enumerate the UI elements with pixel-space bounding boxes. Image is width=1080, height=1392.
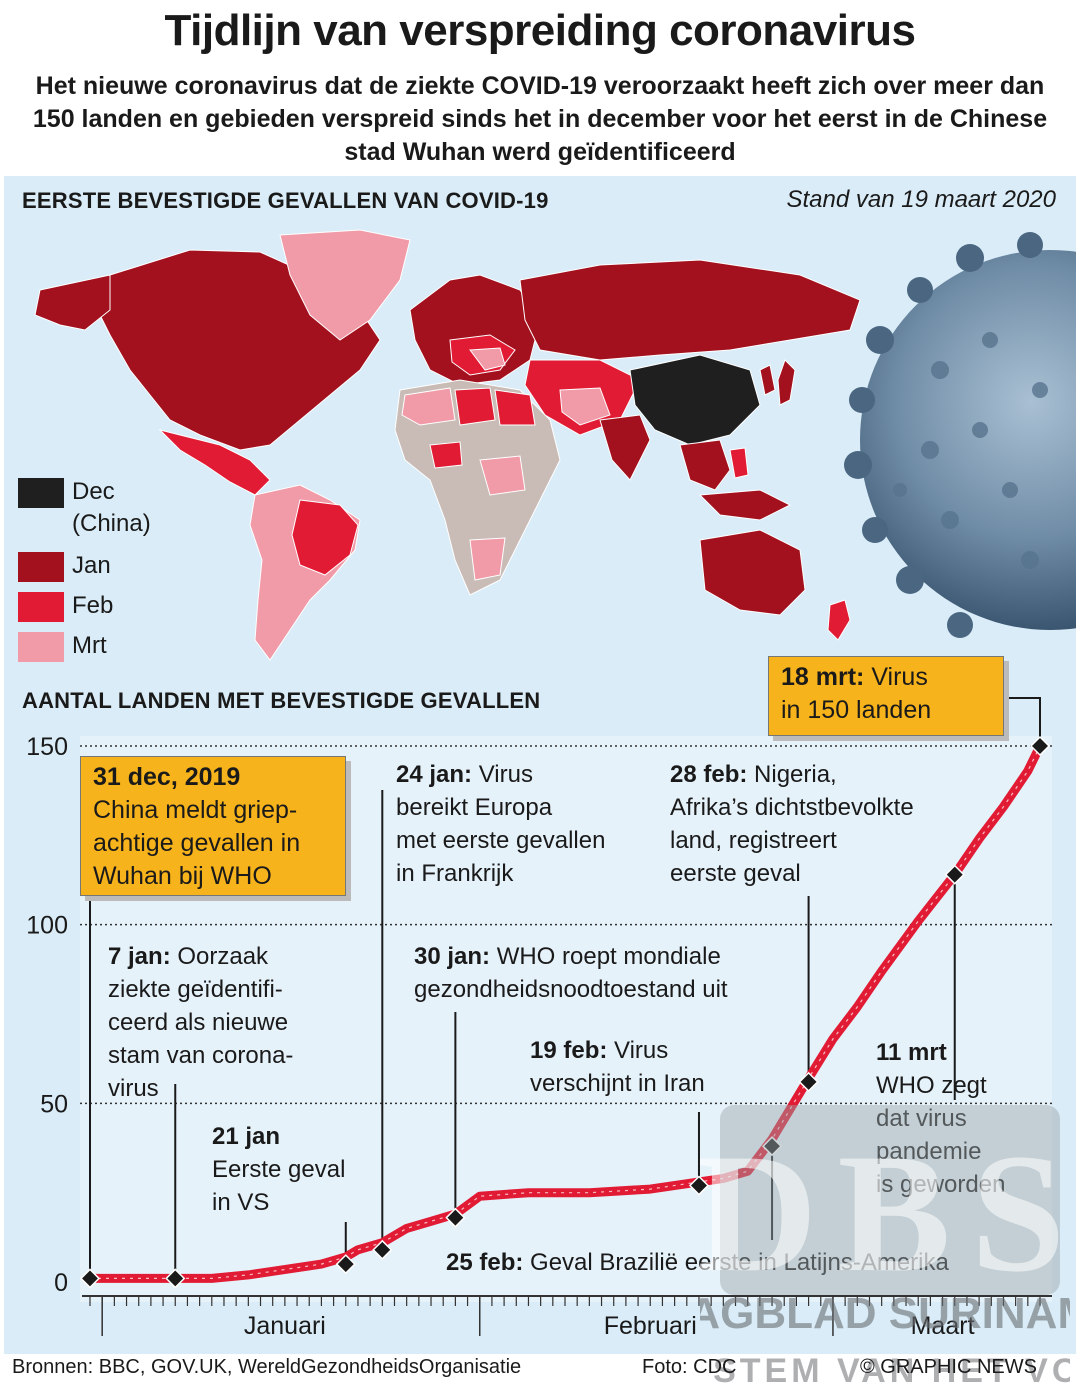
y-tick-label: 100	[26, 912, 68, 940]
y-tick-label: 0	[54, 1269, 68, 1297]
legend-label-jan: Jan	[72, 552, 111, 579]
page-title: Tijdlijn van verspreiding coronavirus	[164, 6, 916, 55]
annotation-feb25-date: 25 feb:	[446, 1249, 524, 1276]
world-map	[34, 229, 861, 661]
annotation-jan24-date: 24 jan:	[396, 761, 473, 788]
annotation-mar18-text: Virus in 150 landen	[781, 663, 932, 724]
annotation-jan30: 30 jan: WHO roept mondiale gezondheidsno…	[414, 940, 728, 1006]
annotation-jan24: 24 jan: Virus bereikt Europa met eerste …	[396, 758, 605, 890]
annotation-mar11-text: WHO zegt dat virus pandemie is geworden	[876, 1072, 1006, 1198]
y-tick-label: 50	[40, 1090, 68, 1118]
watermark-line2: DE STEM VAN HET VOLK	[700, 1352, 1070, 1390]
legend-item-dec: Dec (China)	[18, 476, 151, 540]
virus-illustration	[844, 232, 1076, 638]
event-marker	[165, 1268, 186, 1289]
annotation-dec31-text: China meldt griep- achtige gevallen in W…	[93, 796, 301, 890]
annotation-mar18-date: 18 mrt:	[781, 663, 865, 691]
event-marker	[798, 1071, 819, 1092]
map-brazil	[291, 499, 359, 576]
event-marker	[944, 864, 965, 885]
annotation-jan21: 21 jan Eerste geval in VS	[212, 1120, 345, 1219]
map-greenland	[279, 229, 411, 341]
annotation-jan21-text: Eerste geval in VS	[212, 1156, 346, 1216]
map-australia	[699, 529, 806, 616]
event-marker	[372, 1239, 393, 1260]
chart-title: AANTAL LANDEN MET BEVESTIGDE GEVALLEN	[22, 688, 541, 713]
event-marker	[335, 1254, 356, 1275]
legend-item-feb: Feb	[18, 590, 113, 622]
annotation-feb28: 28 feb: Nigeria, Afrika’s dichtstbevolkt…	[670, 758, 914, 890]
annotation-feb25: 25 feb: Geval Brazilië eerste in Latijns…	[446, 1246, 949, 1279]
legend-label-feb: Feb	[72, 592, 114, 619]
watermark-logo: DBS	[700, 1119, 1070, 1307]
legend-swatch-jan	[18, 552, 64, 582]
annotation-jan7-text: Oorzaak ziekte geïdentifi- ceerd als nie…	[108, 943, 294, 1102]
page-subtitle: Het nieuwe coronavirus dat de ziekte COV…	[32, 72, 1048, 166]
legend-label-mrt: Mrt	[72, 632, 107, 659]
annotation-dec31-date: 31 dec, 2019	[93, 763, 241, 791]
event-marker	[688, 1175, 710, 1196]
event-leader-line	[1004, 697, 1041, 746]
annotation-feb28-date: 28 feb:	[670, 761, 748, 788]
footer-sources: Bronnen: BBC, GOV.UK, WereldGezondheidsO…	[12, 1356, 522, 1378]
event-marker	[761, 1136, 783, 1157]
legend-label-dec: Dec (China)	[72, 478, 151, 537]
watermark-line1: DAGBLAD SURINAME	[700, 1289, 1070, 1338]
footer-credit: © GRAPHIC NEWS	[860, 1356, 1037, 1378]
legend-item-jan: Jan	[18, 550, 111, 582]
annotation-jan7-date: 7 jan:	[108, 943, 171, 970]
annotation-feb19: 19 feb: Virus verschijnt in Iran	[530, 1034, 705, 1100]
legend-swatch-dec	[18, 478, 64, 508]
watermark: DBS DAGBLAD SURINAME DE STEM VAN HET VOL…	[700, 1105, 1070, 1390]
x-tick-label: Februari	[604, 1312, 697, 1340]
annotation-mar11-date: 11 mrt	[876, 1039, 947, 1066]
annotation-jan30-date: 30 jan:	[414, 943, 491, 970]
annotation-feb25-text: Geval Brazilië eerste in Latijns-Amerika	[523, 1249, 949, 1276]
series-line-highlight	[90, 745, 1041, 1280]
annotation-jan30-text: WHO roept mondiale gezondheidsnoodtoesta…	[414, 943, 728, 1003]
legend-swatch-feb	[18, 592, 64, 622]
map-section-title: EERSTE BEVESTIGDE GEVALLEN VAN COVID-19	[22, 188, 549, 213]
annotation-feb19-date: 19 feb:	[530, 1037, 608, 1064]
map-china	[629, 354, 761, 446]
legend-item-mrt: Mrt	[18, 630, 107, 662]
x-tick-label: Januari	[244, 1312, 326, 1340]
map-india	[599, 414, 651, 481]
map-russia	[519, 259, 861, 361]
x-tick-label: Maart	[911, 1312, 975, 1340]
event-marker	[1029, 735, 1051, 757]
legend-swatch-mrt	[18, 632, 64, 662]
annotation-mar18: 18 mrt: Virus in 150 landen	[768, 656, 1004, 736]
annotation-jan24-text: Virus bereikt Europa met eerste gevallen…	[396, 761, 606, 887]
annotation-feb19-text: Virus verschijnt in Iran	[530, 1037, 705, 1097]
event-marker	[445, 1207, 466, 1228]
annotation-jan21-date: 21 jan	[212, 1123, 281, 1150]
footer-photo: Foto: CDC	[642, 1356, 737, 1378]
map-date: Stand van 19 maart 2020	[786, 186, 1056, 213]
annotation-dec31: 31 dec, 2019 China meldt griep- achtige …	[80, 756, 346, 896]
annotation-jan7: 7 jan: Oorzaak ziekte geïdentifi- ceerd …	[108, 940, 293, 1105]
event-marker	[79, 1268, 101, 1289]
annotation-feb28-text: Nigeria, Afrika’s dichtstbevolkte land, …	[670, 761, 914, 887]
y-tick-label: 150	[26, 733, 68, 761]
annotation-mar11: 11 mrt WHO zegt dat virus pandemie is gew…	[876, 1036, 1005, 1201]
